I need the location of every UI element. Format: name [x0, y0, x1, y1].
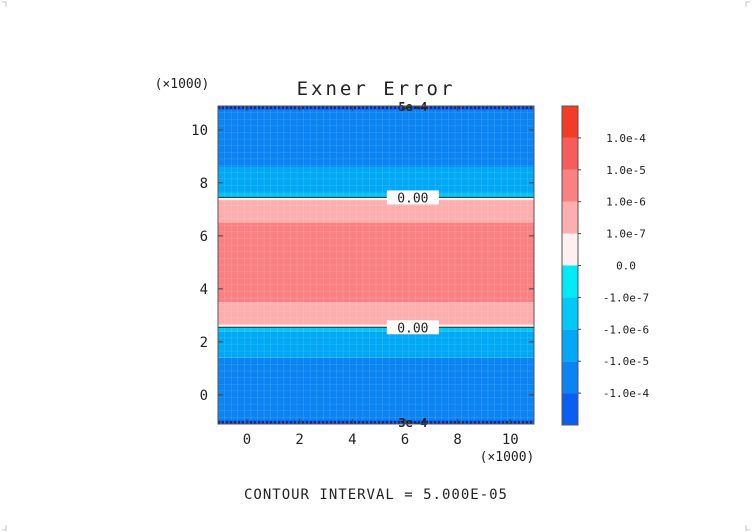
colorbar-swatch [562, 201, 578, 234]
field-band [218, 324, 534, 328]
y-axis-multiplier: (×1000) [155, 77, 210, 92]
colorbar-swatch [562, 393, 578, 425]
colorbar-swatch [562, 106, 578, 138]
y-tick-label: 10 [191, 123, 208, 139]
field-band [218, 166, 534, 194]
x-tick-label: 0 [243, 432, 251, 448]
colorbar-label: -1.0e-4 [603, 387, 650, 400]
colorbar-swatch [562, 329, 578, 362]
colorbar-label: -1.0e-6 [603, 323, 649, 336]
field-band [218, 197, 534, 201]
y-tick-label: 4 [200, 282, 208, 298]
x-tick-label: 6 [401, 432, 409, 448]
field-band [218, 222, 534, 303]
colorbar-label: 1.0e-5 [606, 164, 646, 177]
corner-mark-bottom-left [2, 525, 7, 531]
colorbar-swatch [562, 265, 578, 298]
x-axis: 0 2 4 6 8 10 [243, 106, 519, 448]
corner-mark-bottom-right [745, 525, 750, 531]
field-band [218, 331, 534, 358]
colorbar-label: 0.0 [616, 260, 636, 273]
colorbar-label: 1.0e-4 [606, 132, 646, 145]
contour-interval-footer: CONTOUR INTERVAL = 5.000E-05 [244, 487, 508, 503]
y-tick-label: 0 [200, 388, 208, 404]
x-tick-label: 8 [453, 432, 461, 448]
field-band [218, 200, 534, 223]
colorbar-swatch [562, 297, 578, 330]
contour-label: 0.00 [397, 321, 428, 336]
y-tick-label: 2 [200, 335, 208, 351]
colorbar-label: 1.0e-6 [606, 196, 646, 209]
contour-label: 0.00 [397, 191, 428, 206]
x-tick-label: 2 [295, 432, 303, 448]
edge-contour-label: 3e-4 [398, 416, 427, 430]
colorbar-swatch [562, 361, 578, 394]
field-band [218, 302, 534, 325]
y-tick-label: 8 [200, 176, 208, 192]
colorbar-swatch [562, 169, 578, 202]
colorbar: -1.0e-4 -1.0e-5 -1.0e-6 -1.0e-7 0.0 1.0e-7 1.0… [561, 105, 650, 426]
colorbar-swatch [562, 233, 578, 266]
colorbar-swatch [562, 137, 578, 170]
contour-label-background [386, 320, 439, 335]
colorbar-label: 1.0e-7 [606, 228, 646, 241]
field-band [218, 327, 534, 332]
contour-label-background [386, 190, 439, 205]
x-tick-label: 4 [348, 432, 356, 448]
corner-mark-top-right [745, 1, 750, 7]
x-tick-label: 10 [502, 432, 519, 448]
edge-contour-label: 5e-4 [398, 100, 427, 114]
field-band [218, 357, 534, 421]
field-band [218, 109, 534, 167]
field-bands [218, 106, 534, 424]
cell-gridlines [218, 106, 534, 424]
plot-frame [217, 105, 535, 425]
y-tick-label: 6 [200, 229, 208, 245]
colorbar-label: -1.0e-7 [603, 291, 649, 304]
x-axis-multiplier: (×1000) [480, 450, 535, 465]
field-band [218, 193, 534, 198]
chart-title: Exner Error [297, 78, 456, 100]
contour-lines: 0.00 0.00 5e-4 3e-4 [218, 100, 534, 430]
colorbar-label: -1.0e-5 [603, 355, 649, 368]
corner-mark-top-left [2, 1, 7, 7]
y-axis: 0 2 4 6 8 10 [191, 123, 534, 404]
